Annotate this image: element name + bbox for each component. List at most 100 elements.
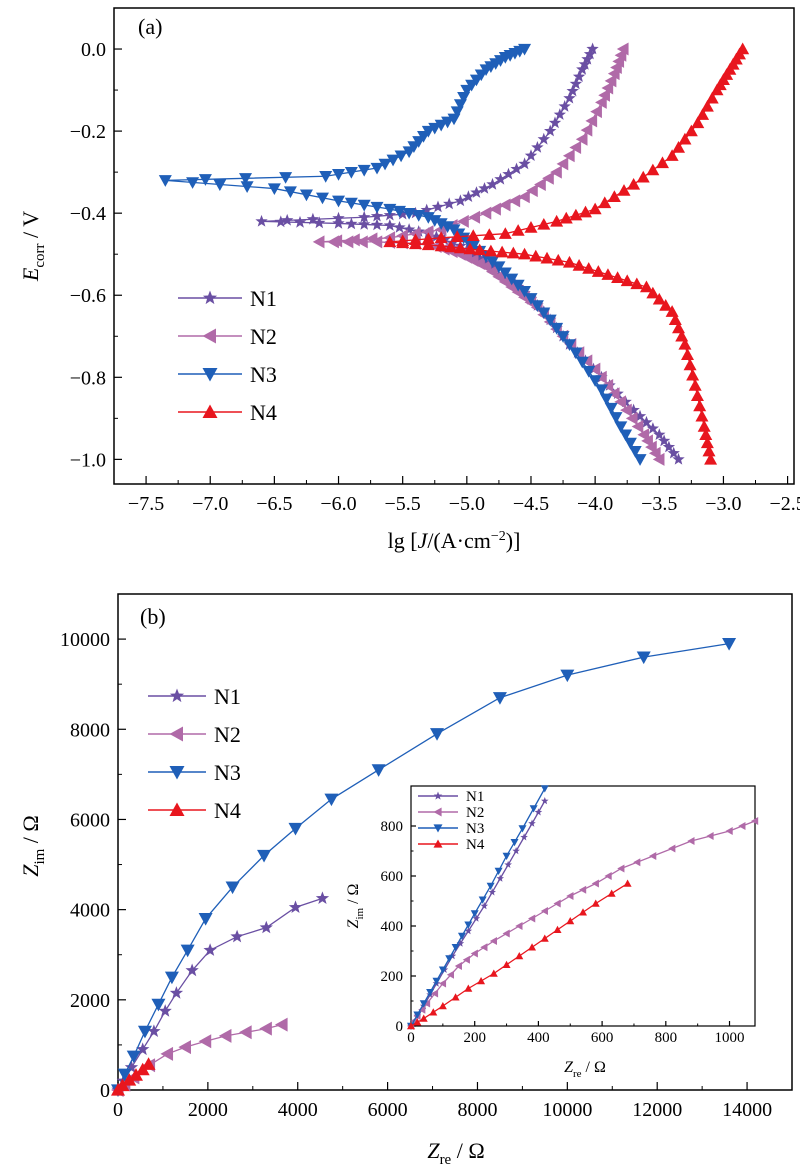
panel-b-legend-label-n3: N3 — [214, 760, 241, 785]
panel-b-point-n3 — [151, 998, 166, 1012]
panel-a-point-n2 — [562, 149, 575, 163]
inset-frame — [410, 785, 756, 1027]
panel-a-point-n1 — [393, 221, 406, 233]
inset-xlabel-tail: / Ω — [582, 1059, 606, 1076]
panel-a-point-n2 — [652, 452, 665, 466]
panel-a-x-ticks: −7.5 −7.0 −6.5 −6.0 −5.5 −5.0 −4.5 −4.0 −3.5 −3.0… — [128, 476, 800, 515]
inset-point-n3 — [529, 805, 538, 813]
panel-a-point-n2 — [601, 81, 614, 95]
inset-point-n3 — [451, 944, 460, 952]
panel-a-y-tick-label: −0.4 — [70, 203, 106, 225]
panel-a-legend-label-n2: N2 — [250, 324, 277, 349]
inset-point-n2 — [430, 989, 439, 998]
panel-a-point-n3 — [158, 175, 172, 187]
panel-b-y-tick-label: 8000 — [70, 719, 110, 741]
panel-a-point-n4 — [572, 258, 586, 271]
panel-a-point-n2 — [607, 387, 620, 401]
panel-a-point-n2 — [348, 233, 360, 247]
panel-a-point-n2 — [492, 270, 505, 284]
panel-a-point-n1 — [370, 218, 384, 231]
panel-a-point-n4 — [690, 389, 704, 401]
panel-a-point-n3 — [604, 402, 618, 415]
panel-a-point-n4 — [693, 399, 707, 412]
panel-a-y-tick-label: −0.6 — [70, 285, 106, 307]
inset-point-n4 — [502, 960, 511, 968]
panel-a-point-n2 — [457, 214, 469, 228]
panel-a-point-n2 — [421, 225, 434, 239]
panel-a-point-n4 — [691, 116, 705, 129]
panel-a-point-n1 — [332, 216, 345, 229]
panel-a-point-n4 — [540, 251, 554, 264]
panel-a-point-n2 — [625, 411, 638, 425]
panel-a-point-n3 — [213, 179, 227, 191]
panel-b-point-n1 — [259, 920, 273, 934]
panel-b-point-n3 — [430, 728, 445, 741]
panel-a-point-n3 — [402, 146, 416, 159]
panel-a-point-n2 — [580, 123, 593, 137]
panel-a-point-n1 — [470, 186, 483, 198]
inset-point-n3 — [470, 910, 479, 918]
panel-a-point-n3 — [186, 177, 200, 189]
panel-a-point-n1 — [396, 207, 409, 220]
panel-b-point-n3 — [324, 793, 339, 807]
panel-a-point-n1 — [306, 212, 319, 225]
panel-a-point-n3 — [609, 412, 623, 424]
panel-b-point-n2 — [178, 1040, 191, 1055]
panel-a-x-tick-label: −4.0 — [577, 493, 613, 515]
panel-a-point-n1 — [566, 84, 579, 97]
inset-series — [407, 785, 759, 1030]
panel-a-point-n1 — [486, 177, 499, 190]
inset-point-n4 — [623, 879, 632, 887]
inset-point-n3 — [457, 932, 466, 940]
panel-a-point-n4 — [699, 428, 713, 440]
panel-a-point-n3 — [370, 201, 384, 214]
inset-legend-marker-n2 — [433, 807, 442, 817]
panel-a-legend-label-n3: N3 — [250, 362, 277, 387]
inset-point-n1 — [472, 914, 481, 922]
inset-point-n2 — [540, 907, 548, 915]
panel-a-point-n3 — [434, 119, 448, 132]
panel-b-ylabel-sub: im — [32, 848, 48, 864]
inset-point-n1 — [496, 874, 504, 882]
panel-a-point-n4 — [409, 237, 423, 250]
panel-a-point-n3 — [412, 210, 426, 222]
panel-b-legend-marker-n4 — [169, 802, 185, 816]
panel-a-point-n1 — [544, 124, 557, 137]
panel-b-legend-label-n1: N1 — [214, 684, 241, 709]
panel-a-y-tick-label: −1.0 — [70, 449, 106, 471]
panel-b-point-n3 — [117, 1068, 132, 1082]
panel-a-point-n3 — [633, 454, 647, 466]
panel-a-point-n4 — [678, 132, 692, 145]
panel-b-legend-marker-n1 — [169, 688, 185, 703]
panel-a-series — [158, 42, 750, 466]
panel-b-x-tick-label: 8000 — [457, 1099, 497, 1121]
panel-b-point-n3 — [492, 692, 507, 705]
panel-a-point-n1 — [402, 223, 416, 235]
inset-legend-label-n1: N1 — [466, 789, 484, 805]
inset-x-axis-label: Zre / Ω — [564, 1059, 606, 1080]
inset-point-n2 — [515, 922, 523, 930]
panel-a-point-n3 — [392, 205, 406, 218]
panel-a-point-n4 — [495, 245, 509, 258]
panel-a-point-n3 — [267, 183, 281, 196]
panel-b-legend-label-n2: N2 — [214, 722, 241, 747]
panel-a-point-n4 — [652, 292, 666, 305]
inset-point-n3 — [518, 825, 527, 833]
panel-a-point-n1 — [358, 218, 371, 230]
panel-b-y-axis-label: Zim / Ω — [18, 815, 48, 877]
panel-a-point-n4 — [672, 141, 686, 153]
inset-point-n2 — [687, 837, 695, 845]
inset-point-n4 — [566, 917, 575, 925]
panel-a-point-n4 — [396, 236, 410, 249]
panel-a-point-n2 — [598, 88, 610, 102]
panel-b-y-ticks: 0 2000 4000 6000 8000 10000 — [60, 629, 126, 1102]
inset-point-n4 — [553, 925, 562, 933]
panel-a-point-n1 — [627, 403, 640, 416]
panel-a-point-n3 — [383, 203, 397, 216]
panel-a-point-n4 — [688, 379, 702, 391]
panel-b-point-n1 — [288, 900, 303, 913]
inset-point-n4 — [464, 984, 473, 992]
panel-a-point-n4 — [646, 163, 660, 176]
panel-b-point-n3 — [137, 1025, 152, 1039]
inset-point-n2 — [579, 885, 587, 894]
